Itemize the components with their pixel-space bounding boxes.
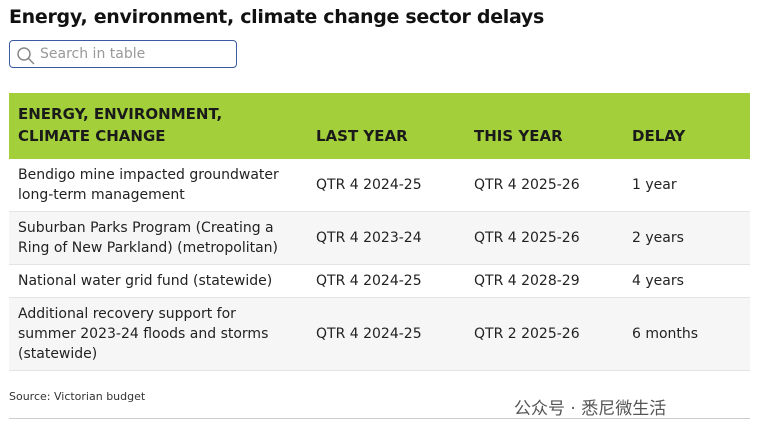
table-cell: 1 year — [623, 159, 750, 212]
rule — [9, 418, 750, 419]
table-cell: 4 years — [623, 264, 750, 298]
table-cell: National water grid fund (statewide) — [9, 264, 307, 298]
table: ENERGY, ENVIRONMENT, CLIMATE CHANGE LAST … — [9, 93, 750, 371]
search-box[interactable]: Search in table — [9, 40, 237, 68]
column-header: LAST YEAR — [307, 93, 465, 159]
table-row: Bendigo mine impacted groundwater long-t… — [9, 159, 750, 212]
table-cell: QTR 4 2025-26 — [465, 211, 623, 265]
column-header: THIS YEAR — [465, 93, 623, 159]
column-header: ENERGY, ENVIRONMENT, CLIMATE CHANGE — [9, 93, 307, 159]
table-cell: Additional recovery support for summer 2… — [9, 297, 307, 371]
table-row: Additional recovery support for summer 2… — [9, 297, 750, 371]
watermark: 公众号 · 悉尼微生活 — [514, 399, 667, 419]
table-row: National water grid fund (statewide) QTR … — [9, 264, 750, 298]
table-cell: QTR 4 2025-26 — [465, 159, 623, 212]
table-cell: QTR 4 2023-24 — [307, 211, 465, 265]
title: Energy, environment, climate change sect… — [9, 6, 545, 28]
source: Source: Victorian budget — [9, 390, 146, 403]
header-row: ENERGY, ENVIRONMENT, CLIMATE CHANGE LAST … — [9, 93, 750, 159]
column-header: DELAY — [623, 93, 750, 159]
table-cell: QTR 4 2024-25 — [307, 297, 465, 371]
table-cell: Bendigo mine impacted groundwater long-t… — [9, 159, 307, 212]
search-placeholder: Search in table — [40, 46, 146, 62]
table-cell: QTR 4 2024-25 — [307, 264, 465, 298]
table-cell: QTR 4 2024-25 — [307, 159, 465, 212]
table-cell: 6 months — [623, 297, 750, 371]
table-row: Suburban Parks Program (Creating a Ring … — [9, 211, 750, 265]
table-cell: QTR 4 2028-29 — [465, 264, 623, 298]
table-cell: Suburban Parks Program (Creating a Ring … — [9, 211, 307, 265]
table-cell: QTR 2 2025-26 — [465, 297, 623, 371]
search-icon — [17, 47, 35, 65]
table-cell: 2 years — [623, 211, 750, 265]
